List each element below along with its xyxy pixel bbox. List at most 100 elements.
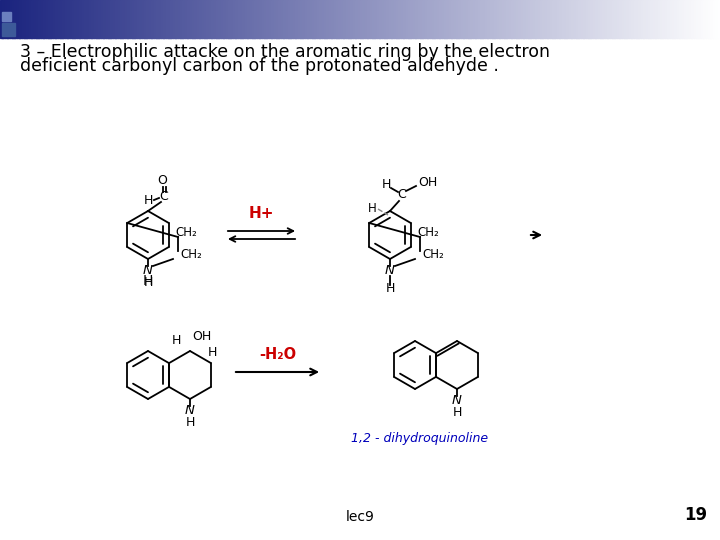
Bar bbox=[228, 0, 231, 38]
Bar bbox=[324, 0, 327, 38]
Bar bbox=[513, 0, 516, 38]
Bar bbox=[653, 0, 656, 38]
Bar bbox=[295, 0, 298, 38]
Bar bbox=[516, 0, 519, 38]
Bar bbox=[192, 0, 195, 38]
Bar bbox=[305, 0, 307, 38]
Bar bbox=[413, 0, 415, 38]
Text: N: N bbox=[185, 404, 195, 417]
Bar bbox=[557, 0, 559, 38]
Bar bbox=[682, 0, 685, 38]
Bar bbox=[182, 0, 185, 38]
Bar bbox=[27, 0, 30, 38]
Bar bbox=[113, 0, 116, 38]
Bar bbox=[605, 0, 608, 38]
Text: H: H bbox=[143, 274, 153, 288]
Bar bbox=[686, 0, 689, 38]
Text: 19: 19 bbox=[685, 506, 708, 524]
Bar bbox=[634, 0, 636, 38]
Bar bbox=[5, 0, 8, 38]
Bar bbox=[473, 0, 476, 38]
Bar bbox=[603, 0, 606, 38]
Bar bbox=[693, 0, 696, 38]
Bar bbox=[2, 23, 15, 36]
Bar bbox=[307, 0, 310, 38]
Bar bbox=[574, 0, 577, 38]
Bar bbox=[441, 0, 444, 38]
Bar bbox=[667, 0, 670, 38]
Bar bbox=[151, 0, 154, 38]
Text: -H₂O: -H₂O bbox=[259, 347, 296, 362]
Text: H: H bbox=[143, 276, 153, 289]
Bar bbox=[641, 0, 644, 38]
Bar bbox=[153, 0, 156, 38]
Bar bbox=[343, 0, 346, 38]
Text: H: H bbox=[143, 194, 153, 207]
Bar bbox=[24, 0, 27, 38]
Bar bbox=[624, 0, 627, 38]
Bar bbox=[405, 0, 408, 38]
Bar bbox=[43, 0, 46, 38]
Bar bbox=[528, 0, 531, 38]
Bar bbox=[84, 0, 87, 38]
Bar bbox=[559, 0, 562, 38]
Bar bbox=[715, 0, 718, 38]
Bar bbox=[398, 0, 401, 38]
Bar bbox=[264, 0, 267, 38]
Bar bbox=[175, 0, 178, 38]
Bar bbox=[19, 0, 22, 38]
Bar bbox=[297, 0, 300, 38]
Bar bbox=[41, 0, 44, 38]
Bar bbox=[351, 0, 354, 38]
Bar bbox=[96, 0, 99, 38]
Bar bbox=[362, 0, 365, 38]
Bar bbox=[286, 0, 289, 38]
Bar bbox=[619, 0, 622, 38]
Bar bbox=[77, 0, 80, 38]
Bar bbox=[665, 0, 667, 38]
Bar bbox=[34, 0, 37, 38]
Text: N: N bbox=[452, 395, 462, 408]
Bar bbox=[38, 0, 41, 38]
Bar bbox=[430, 0, 433, 38]
Bar bbox=[79, 0, 82, 38]
Bar bbox=[365, 0, 368, 38]
Bar bbox=[173, 0, 176, 38]
Bar bbox=[391, 0, 394, 38]
Bar bbox=[144, 0, 147, 38]
Bar bbox=[423, 0, 426, 38]
Bar bbox=[81, 0, 84, 38]
Bar bbox=[89, 0, 91, 38]
Bar bbox=[377, 0, 379, 38]
Bar bbox=[459, 0, 462, 38]
Bar bbox=[353, 0, 356, 38]
Bar bbox=[358, 0, 361, 38]
Bar bbox=[650, 0, 653, 38]
Bar bbox=[610, 0, 613, 38]
Bar bbox=[168, 0, 171, 38]
Bar bbox=[657, 0, 660, 38]
Bar bbox=[711, 0, 714, 38]
Bar bbox=[269, 0, 271, 38]
Bar bbox=[60, 0, 63, 38]
Text: CH₂: CH₂ bbox=[422, 247, 444, 260]
Bar bbox=[360, 0, 363, 38]
Bar bbox=[495, 0, 498, 38]
Bar bbox=[312, 0, 315, 38]
Bar bbox=[225, 0, 228, 38]
Text: 1,2 - dihydroquinoline: 1,2 - dihydroquinoline bbox=[351, 432, 489, 445]
Bar bbox=[708, 0, 711, 38]
Bar bbox=[502, 0, 505, 38]
Bar bbox=[396, 0, 399, 38]
Bar bbox=[533, 0, 536, 38]
Bar bbox=[446, 0, 449, 38]
Text: N: N bbox=[385, 265, 395, 278]
Bar bbox=[466, 0, 469, 38]
Bar bbox=[583, 0, 586, 38]
Text: 3 – Electrophilic attacke on the aromatic ring by the electron: 3 – Electrophilic attacke on the aromati… bbox=[20, 43, 550, 61]
Bar bbox=[67, 0, 70, 38]
Bar bbox=[475, 0, 478, 38]
Bar bbox=[518, 0, 521, 38]
Bar bbox=[120, 0, 123, 38]
Bar bbox=[689, 0, 692, 38]
